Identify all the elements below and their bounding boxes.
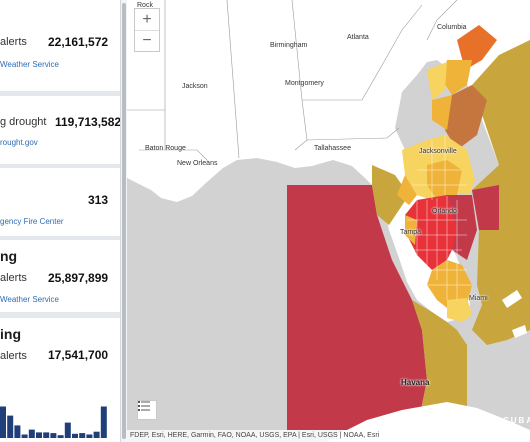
stat-label: alerts bbox=[0, 36, 27, 48]
city-label: New Orleans bbox=[177, 160, 218, 167]
city-label: Jackson bbox=[182, 83, 208, 90]
city-label: Tallahassee bbox=[314, 145, 351, 152]
stat-card-warning[interactable]: ing alerts 17,541,700 bbox=[0, 318, 120, 442]
stat-value: 25,897,899 bbox=[48, 271, 109, 285]
histogram-bar bbox=[14, 425, 21, 438]
stat-card-weather[interactable]: ng alerts 25,897,899 Weather Service bbox=[0, 240, 120, 312]
histogram-bar bbox=[43, 432, 50, 438]
histogram-bar bbox=[93, 431, 100, 438]
histogram-bar bbox=[28, 429, 35, 438]
map-attribution: FDEP, Esri, HERE, Garmin, FAO, NOAA, USG… bbox=[127, 430, 530, 442]
city-label: Birmingham bbox=[270, 42, 308, 49]
source-link[interactable]: gency Fire Center bbox=[0, 217, 64, 226]
atlantic-zone-olive bbox=[472, 40, 530, 345]
zoom-in-button[interactable]: + bbox=[135, 9, 159, 30]
city-label: Atlanta bbox=[347, 34, 369, 41]
city-label: Tampa bbox=[400, 229, 422, 236]
city-label: Jacksonville bbox=[419, 148, 457, 155]
plus-icon: + bbox=[142, 10, 152, 28]
city-label: Miami bbox=[469, 295, 488, 302]
city-label: Baton Rouge bbox=[145, 145, 186, 152]
stat-value: 22,161,572 bbox=[48, 35, 109, 49]
minus-icon: − bbox=[142, 32, 152, 49]
histogram-chart bbox=[0, 406, 107, 438]
histogram-bar bbox=[36, 432, 42, 438]
stat-label: alerts bbox=[0, 272, 27, 284]
sidebar-panel: alerts 22,161,572 Weather Service g drou… bbox=[0, 0, 120, 442]
histogram-bar bbox=[21, 434, 28, 438]
city-label: Rock bbox=[137, 2, 153, 9]
histogram-bar bbox=[50, 433, 57, 438]
gulf-zone-olive bbox=[372, 165, 409, 225]
card-title: ing bbox=[0, 326, 21, 342]
source-link[interactable]: rought.gov bbox=[0, 138, 38, 147]
histogram-bar bbox=[7, 415, 14, 438]
country-label: CUBA bbox=[503, 416, 530, 425]
stat-card-drought[interactable]: g drought 119,713,582 rought.gov bbox=[0, 96, 120, 164]
city-label: Columbia bbox=[437, 24, 467, 31]
histogram-bar bbox=[64, 422, 71, 438]
stat-card-fire[interactable]: 313 gency Fire Center bbox=[0, 168, 120, 236]
stat-label: alerts bbox=[0, 350, 27, 362]
stat-card-alerts[interactable]: alerts 22,161,572 Weather Service bbox=[0, 0, 120, 91]
city-label: Havana bbox=[401, 378, 430, 387]
gulf-zone-extreme bbox=[287, 185, 427, 430]
stat-value: 313 bbox=[88, 193, 109, 207]
legend-button[interactable] bbox=[137, 400, 157, 420]
source-link[interactable]: Weather Service bbox=[0, 295, 59, 304]
zoom-control: + − bbox=[134, 8, 160, 52]
city-label: Montgomery bbox=[285, 80, 324, 87]
stat-value: 119,713,582 bbox=[55, 115, 120, 129]
legend-list-icon bbox=[138, 401, 150, 411]
histogram-bar bbox=[100, 406, 107, 438]
zoom-out-button[interactable]: − bbox=[135, 30, 159, 51]
city-label: Orlando bbox=[432, 208, 457, 215]
map-view[interactable]: Rock Columbia Birmingham Atlanta Jackson… bbox=[127, 0, 530, 442]
histogram-bar bbox=[0, 406, 6, 438]
stat-value: 17,541,700 bbox=[48, 348, 109, 362]
map-canvas bbox=[127, 0, 530, 442]
card-title: ng bbox=[0, 248, 18, 264]
scrollbar-thumb[interactable] bbox=[122, 3, 126, 439]
source-link[interactable]: Weather Service bbox=[0, 60, 59, 69]
stat-label: g drought bbox=[0, 116, 47, 128]
histogram-bar bbox=[79, 433, 86, 438]
sidebar-scrollbar[interactable] bbox=[120, 0, 127, 442]
histogram-bar bbox=[86, 434, 93, 438]
histogram-bar bbox=[57, 435, 64, 438]
histogram-bar bbox=[72, 433, 78, 438]
